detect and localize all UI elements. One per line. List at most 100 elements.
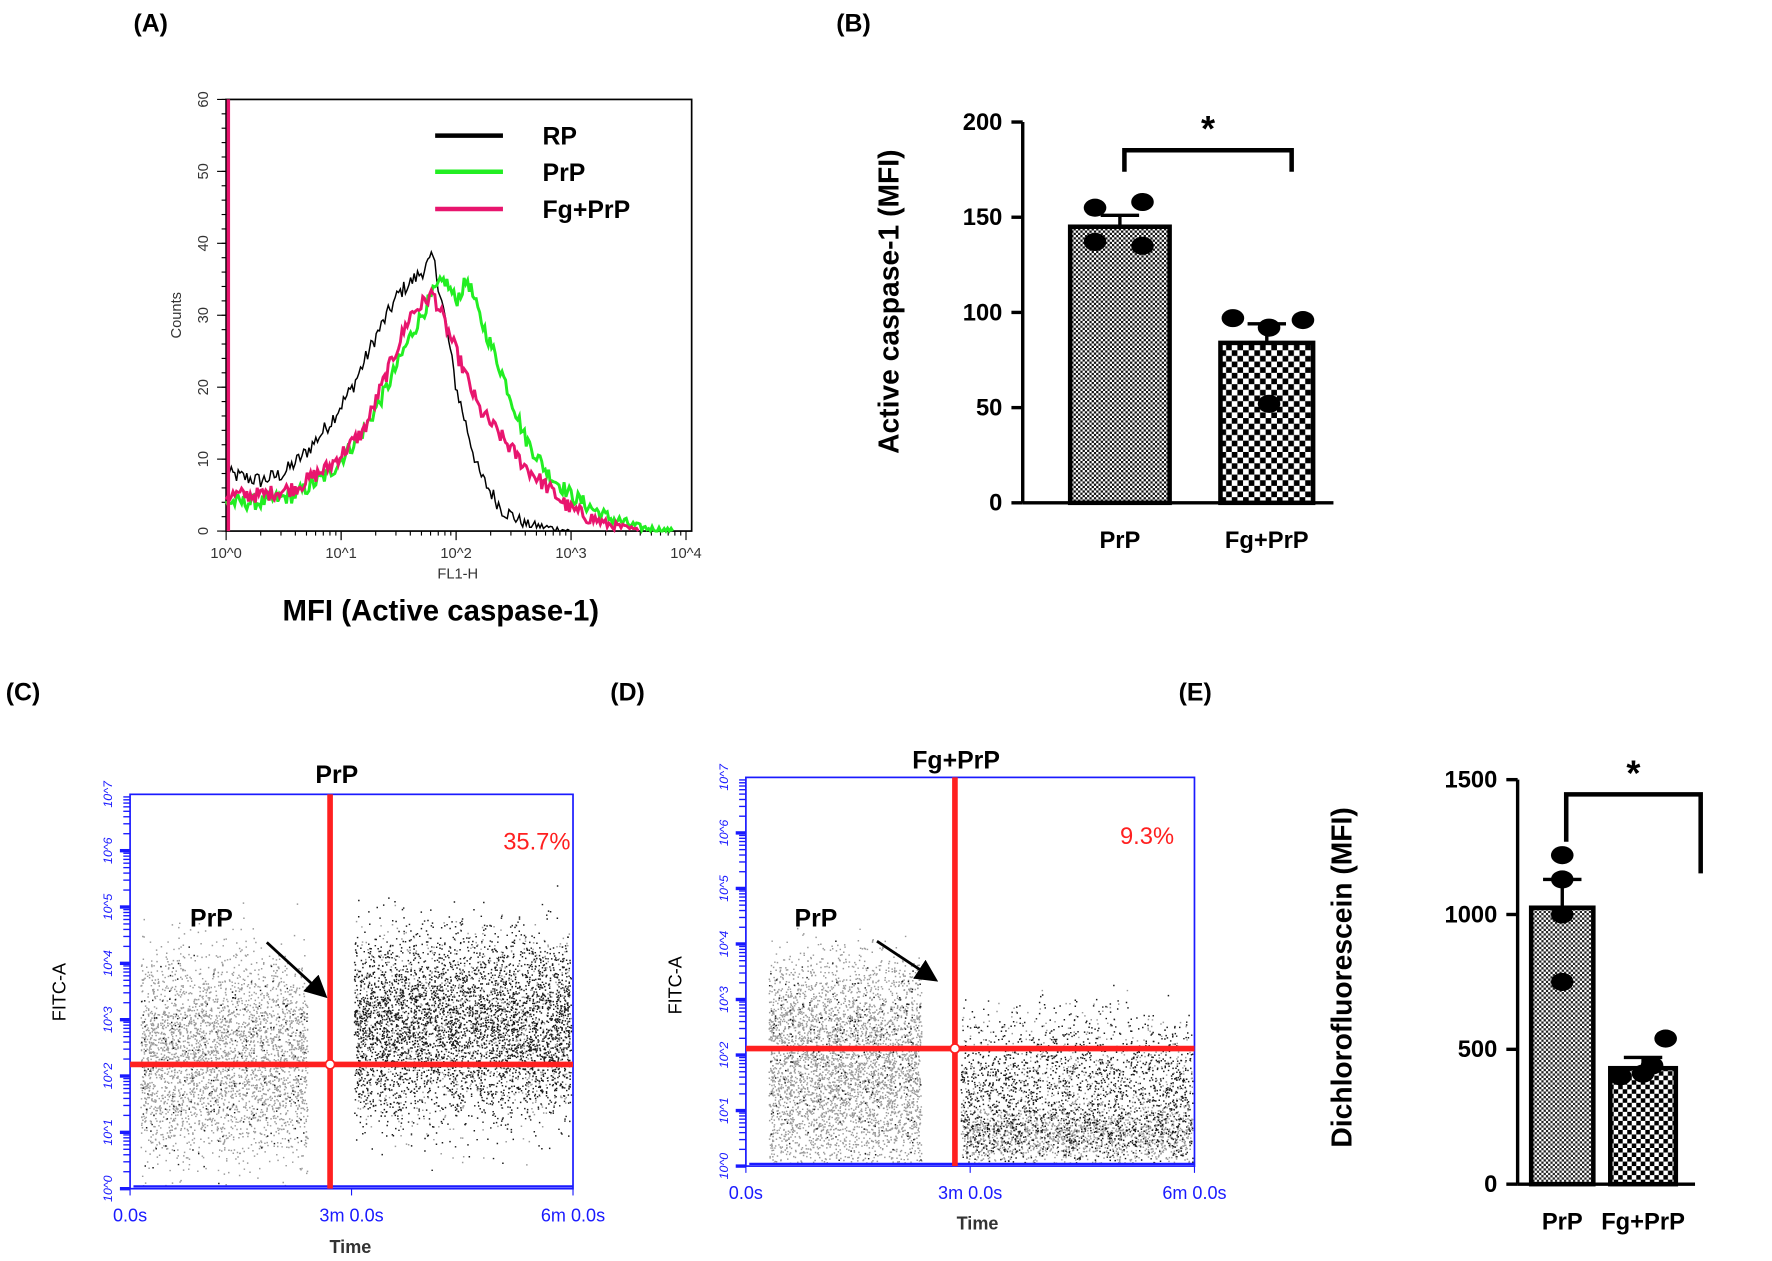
series-line-fg-prp — [224, 286, 640, 534]
y-tick-label: 10^0 — [101, 1175, 115, 1202]
data-point — [1631, 1064, 1655, 1083]
legend: RP PrP Fg+PrP — [435, 124, 630, 224]
x-axis-label: Time — [957, 1213, 999, 1233]
y-tick-label: 500 — [1458, 1037, 1498, 1063]
y-tick-label: 10^2 — [101, 1063, 115, 1090]
significance-bracket — [1563, 792, 1703, 874]
x-tick-label: 3m 0.0s — [938, 1183, 1002, 1203]
plot-title: Fg+PrP — [912, 747, 1000, 774]
data-point — [1550, 972, 1574, 991]
data-point — [1131, 236, 1154, 255]
x-tick-label: 10^2 — [440, 546, 471, 562]
x-tick-label: 0.0s — [729, 1183, 763, 1203]
significance-star: * — [1201, 108, 1216, 149]
x-tick-label: Fg+PrP — [1601, 1209, 1685, 1235]
y-tick-label: 40 — [196, 235, 212, 251]
y-tick-label: 10^4 — [101, 950, 115, 977]
bar-fg-prp — [1218, 340, 1316, 506]
y-tick-label: 30 — [196, 307, 212, 323]
bar-chart-e: Dichlorofluorescein (MFI) 0 500 1000 1500 Pr… — [1326, 752, 1703, 1235]
gate-handle[interactable] — [324, 1059, 336, 1070]
x-axis-label: Time — [329, 1237, 371, 1257]
x-tick-label: Fg+PrP — [1225, 528, 1309, 554]
data-point — [1257, 318, 1281, 337]
y-tick-label: 0 — [196, 527, 212, 535]
y-tick-label: 0 — [989, 491, 1002, 517]
y-tick-label: 10^1 — [101, 1119, 115, 1146]
data-point — [1221, 309, 1245, 328]
arrow-icon — [265, 941, 328, 999]
y-tick-label: 10^5 — [101, 894, 115, 921]
y-tick-label: 10 — [196, 451, 212, 467]
y-axis-label: FITC-A — [665, 955, 685, 1014]
x-tick-label: 10^1 — [325, 546, 356, 562]
plot-frame — [225, 98, 693, 532]
x-tick-label: 10^0 — [210, 546, 241, 562]
significance-star: * — [1626, 752, 1641, 793]
event-dots-light — [140, 902, 573, 1187]
y-tick-label: 10^7 — [101, 780, 115, 808]
bar-fg-prp — [1608, 1065, 1679, 1187]
event-dots-dark — [140, 885, 573, 1185]
x-tick-label: 0.0s — [113, 1205, 147, 1225]
quadrant-percent: 35.7% — [503, 830, 570, 856]
panel-label-e: (E) — [1179, 680, 1212, 707]
y-tick-label: 10^2 — [717, 1042, 731, 1069]
gate-handle[interactable] — [949, 1043, 961, 1054]
significance-bracket — [1122, 148, 1294, 172]
y-axis-label: Active caspase-1 (MFI) — [872, 149, 904, 453]
data-point — [1550, 870, 1574, 889]
y-tick-label: 200 — [963, 110, 1003, 136]
y-tick-label: 0 — [1484, 1172, 1497, 1198]
x-axis-title: MFI (Active caspase-1) — [283, 594, 600, 627]
x-tick-label: 6m 0.0s — [1162, 1183, 1226, 1203]
x-tick-label: 6m 0.0s — [541, 1205, 605, 1225]
annotation-label: PrP — [190, 906, 233, 933]
histogram-panel-a: Counts FL1-H MFI (Active caspase-1) RP Pr… — [169, 91, 702, 627]
x-tick-label: PrP — [1542, 1209, 1583, 1235]
y-tick-label: 10^5 — [717, 875, 731, 902]
quadrant-percent: 9.3% — [1120, 824, 1174, 850]
y-tick-label: 50 — [196, 163, 212, 179]
plot-title: PrP — [315, 762, 358, 789]
x-tick-label: 3m 0.0s — [319, 1205, 383, 1225]
x-axis-label: FL1-H — [437, 567, 478, 583]
panel-label-b: (B) — [836, 11, 871, 38]
y-tick-label: 60 — [196, 91, 212, 107]
flow-scatter-c: PrP FITC-A Time 35.7% PrP 10^0 10^1 10^2 10… — [50, 762, 605, 1257]
bar-chart-b: Active caspase-1 (MFI) 0 50 100 150 200 PrP Fg… — [872, 108, 1334, 554]
panel-label-d: (D) — [610, 680, 645, 707]
y-tick-label: 1500 — [1445, 768, 1498, 794]
y-tick-label: 10^6 — [717, 820, 731, 847]
bar-prp — [1067, 224, 1172, 506]
y-tick-label: 10^1 — [717, 1097, 731, 1124]
y-tick-label: 10^4 — [717, 931, 731, 958]
data-point — [1083, 232, 1107, 252]
series-line-rp — [225, 249, 570, 533]
data-point — [1654, 1029, 1677, 1048]
data-point — [1291, 311, 1315, 330]
y-tick-label: 150 — [963, 205, 1003, 231]
x-tick-label: PrP — [1099, 528, 1140, 554]
y-tick-label: 10^6 — [101, 837, 115, 864]
annotation-label: PrP — [795, 906, 838, 933]
x-tick-label: 10^3 — [555, 546, 586, 562]
panel-label-a: (A) — [133, 11, 168, 38]
data-point — [1609, 1067, 1632, 1086]
y-axis-label: Counts — [169, 292, 185, 339]
y-axis-label: Dichlorofluorescein (MFI) — [1326, 807, 1358, 1147]
data-point — [1131, 192, 1154, 212]
event-dots-light — [768, 927, 1194, 1165]
data-point — [1257, 394, 1281, 413]
data-point — [1083, 198, 1107, 217]
y-tick-label: 10^3 — [717, 986, 731, 1013]
y-axis-label: FITC-A — [50, 962, 70, 1021]
x-tick-label: 10^4 — [670, 546, 701, 562]
y-tick-label: 1000 — [1445, 902, 1498, 928]
bar-prp — [1528, 905, 1596, 1187]
legend-label: RP — [543, 124, 578, 151]
y-tick-label: 20 — [196, 379, 212, 395]
y-tick-label: 10^0 — [717, 1153, 731, 1180]
data-point — [1550, 905, 1574, 924]
